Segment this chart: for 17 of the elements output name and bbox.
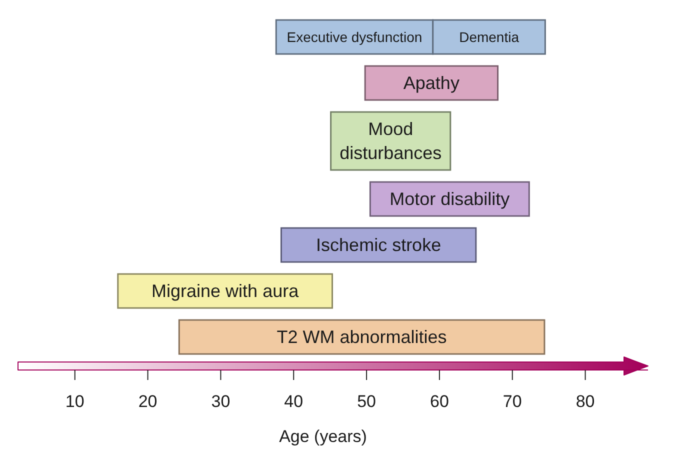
x-tick-label: 30 (211, 392, 230, 411)
x-tick-label: 60 (430, 392, 449, 411)
y-tick-label: Migraine with aura (152, 281, 300, 301)
y-tick-label: Motor disability (390, 189, 510, 209)
x-tick-label: 40 (284, 392, 304, 411)
y-tick-label: Mood disturbances (340, 119, 442, 163)
x-tick-label: 20 (138, 392, 158, 411)
y-tick-label: T2 WM abnormalities (276, 327, 447, 347)
x-tick-label: 10 (65, 392, 84, 411)
x-tick-label: 80 (576, 392, 595, 411)
x-axis-title: Age (years) (279, 427, 367, 446)
y-tick-label: Ischemic stroke (316, 235, 442, 255)
y-tick-label: Apathy (403, 73, 460, 93)
x-tick-label: 50 (357, 392, 376, 411)
y-tick-label: Executive dysfunction (286, 29, 422, 45)
x-tick-label: 70 (502, 392, 522, 411)
series-label: Dementia (459, 29, 520, 45)
